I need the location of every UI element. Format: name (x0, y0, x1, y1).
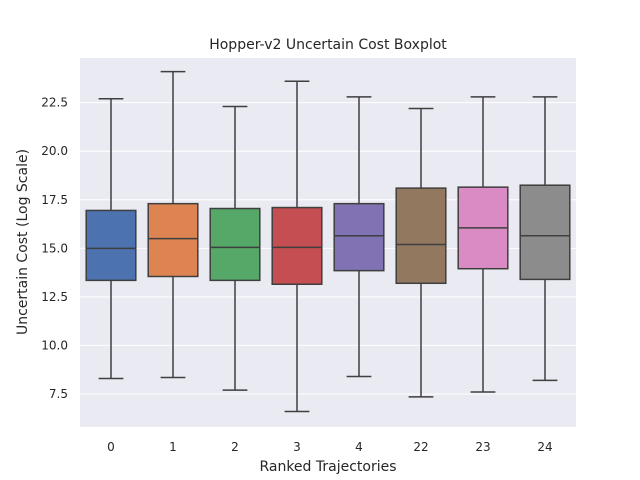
box-iqr (271, 206, 323, 286)
y-tick-label: 15.0 (41, 241, 68, 255)
box-group-4 (333, 96, 385, 378)
y-tick-label: 22.5 (41, 96, 68, 110)
boxes (85, 70, 571, 413)
y-tick-label: 10.0 (41, 338, 68, 352)
chart-title: Hopper-v2 Uncertain Cost Boxplot (209, 37, 447, 53)
box-iqr (333, 202, 385, 272)
y-tick-label: 7.5 (49, 387, 68, 401)
box-group-2 (209, 105, 261, 391)
y-tick-label: 20.0 (41, 144, 68, 158)
x-tick-label: 4 (355, 440, 363, 454)
box-iqr (209, 207, 261, 282)
y-axis-label: Uncertain Cost (Log Scale) (15, 149, 31, 335)
y-tick-label: 17.5 (41, 193, 68, 207)
box-group-3 (271, 80, 323, 413)
x-tick-label: 3 (293, 440, 301, 454)
box-iqr (147, 202, 199, 278)
box-group-0 (85, 98, 137, 380)
x-tick-labels: 0 1 2 3 4 22 23 24 (107, 440, 552, 454)
x-tick-label: 22 (413, 440, 428, 454)
box-group-22 (395, 107, 447, 398)
x-tick-label: 24 (537, 440, 552, 454)
box-iqr (519, 184, 571, 281)
box-iqr (85, 209, 137, 282)
x-tick-label: 23 (475, 440, 490, 454)
x-tick-label: 2 (231, 440, 239, 454)
x-tick-label: 0 (107, 440, 115, 454)
x-axis-label: Ranked Trajectories (259, 459, 396, 475)
box-iqr (395, 187, 447, 285)
box-group-23 (457, 96, 509, 393)
box-group-1 (147, 70, 199, 379)
y-tick-labels: 7.5 10.0 12.5 15.0 17.5 20.0 22.5 (41, 96, 68, 401)
y-tick-label: 12.5 (41, 290, 68, 304)
x-tick-label: 1 (169, 440, 177, 454)
box-group-24 (519, 96, 571, 382)
